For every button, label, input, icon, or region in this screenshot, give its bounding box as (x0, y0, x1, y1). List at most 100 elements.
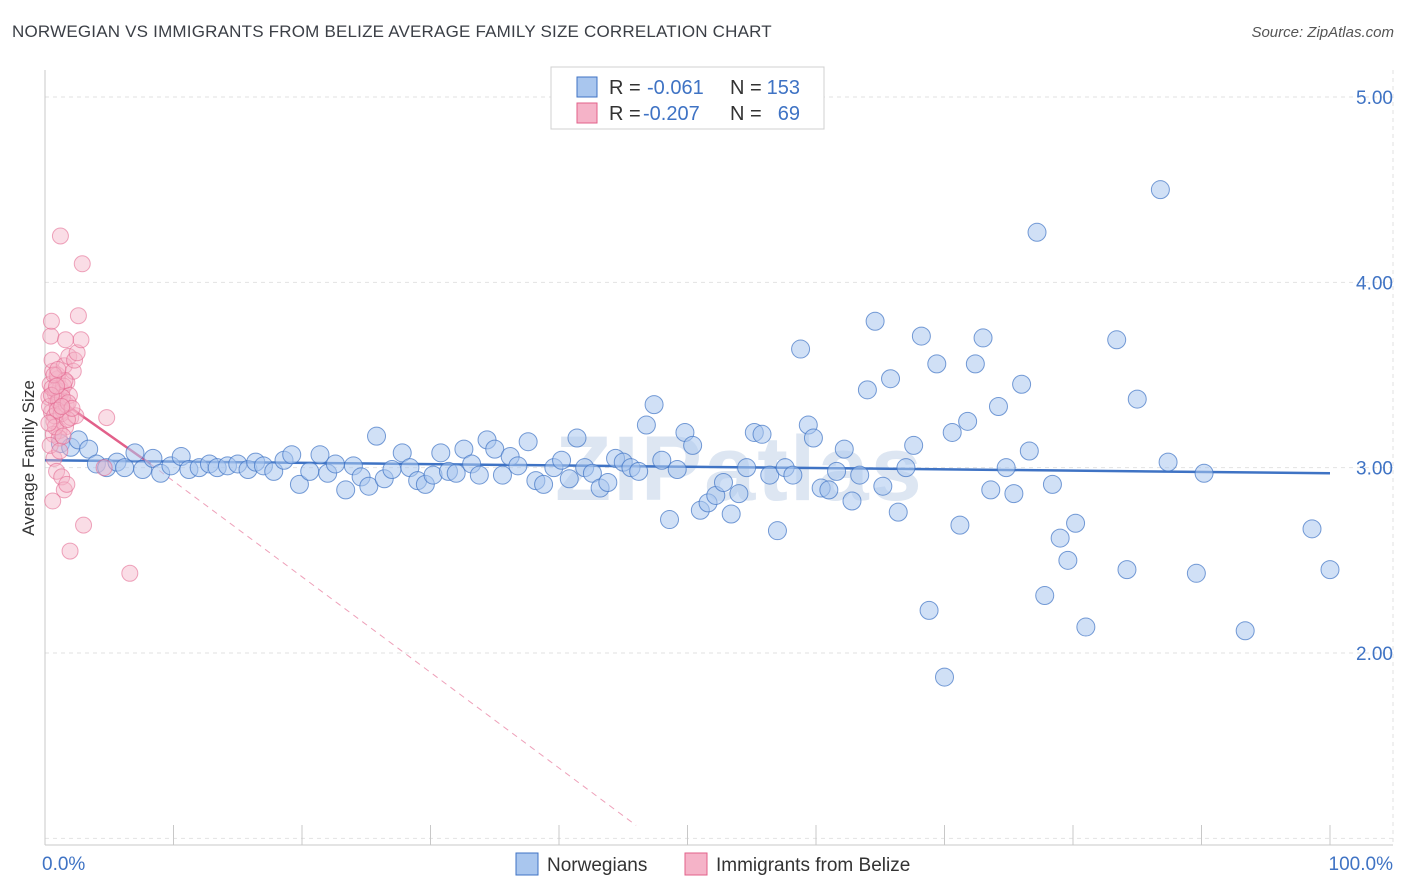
belize-point (58, 475, 76, 493)
belize-point (57, 331, 75, 349)
series-legend-swatch-norwegians (515, 852, 539, 876)
belize-point (49, 360, 67, 378)
belize-point (72, 331, 90, 349)
norwegians-point (1076, 617, 1096, 637)
norwegians-point (359, 476, 379, 496)
norwegians-point (552, 450, 572, 470)
norwegians-point (958, 411, 978, 431)
norwegians-point (1050, 528, 1070, 548)
legend-r-label-2: R = (609, 103, 641, 125)
norwegians-point (392, 443, 412, 463)
norwegians-point (950, 515, 970, 535)
belize-point (42, 327, 60, 345)
norwegians-point (888, 502, 908, 522)
norwegians-point (896, 458, 916, 478)
norwegians-point (559, 469, 579, 489)
norwegians-point (988, 397, 1008, 417)
norwegians-point (1042, 474, 1062, 494)
norwegians-point (1158, 452, 1178, 472)
norwegians-point (965, 354, 985, 374)
norwegians-point (942, 422, 962, 442)
norwegians-point (911, 326, 931, 346)
y-axis-label: Average Family Size (19, 380, 38, 536)
norwegians-point (1194, 463, 1214, 483)
x-tick-max: 100.0% (1329, 854, 1394, 875)
series-legend-label-belize: Immigrants from Belize (716, 855, 910, 876)
norwegians-point (1027, 222, 1047, 242)
norwegians-point (752, 424, 772, 444)
norwegians-point (660, 510, 680, 530)
belize-point (42, 312, 60, 330)
legend-n-value-2: 69 (778, 103, 800, 125)
norwegians-point (1035, 586, 1055, 606)
legend-r-value-1: -0.061 (647, 77, 704, 99)
norwegians-point (791, 339, 811, 359)
norwegians-point (534, 474, 554, 494)
norwegians-point (973, 328, 993, 348)
norwegians-point (446, 463, 466, 483)
norwegians-point (865, 311, 885, 331)
norwegians-point (927, 354, 947, 374)
y-tick-labels: 2.00 3.00 4.00 5.00 (1356, 88, 1393, 665)
norwegians-point (431, 443, 451, 463)
norwegians-point (729, 484, 749, 504)
belize-point (40, 414, 58, 432)
norwegians-point (1186, 563, 1206, 583)
norwegians-point (1066, 513, 1086, 533)
norwegians-point (1150, 180, 1170, 200)
norwegians-point (382, 460, 402, 480)
belize-point (41, 436, 59, 454)
norwegians-point (1012, 374, 1032, 394)
norwegians-point (469, 465, 489, 485)
norwegians-point (767, 521, 787, 541)
x-tick-min: 0.0% (42, 854, 85, 875)
norwegians-point (721, 504, 741, 524)
chart-source: Source: ZipAtlas.com (1251, 24, 1394, 41)
belize-point (61, 542, 79, 560)
norwegians-point (518, 432, 538, 452)
norwegians-point (873, 476, 893, 496)
norwegians-point (629, 461, 649, 481)
norwegians-point (1320, 560, 1340, 580)
norwegians-point (567, 428, 587, 448)
norwegians-point (1107, 330, 1127, 350)
norwegians-point (819, 480, 839, 500)
norwegians-point (125, 443, 145, 463)
norwegians-point (143, 448, 163, 468)
norwegians-point (713, 472, 733, 492)
norwegians-point (492, 465, 512, 485)
belize-point (69, 307, 87, 325)
norwegians-point (1019, 441, 1039, 461)
axes (44, 70, 1393, 846)
belize-point (48, 377, 66, 395)
belize-point (42, 386, 60, 404)
norwegians-point (850, 465, 870, 485)
legend-r-label-1: R = (609, 77, 641, 99)
norwegians-point (582, 463, 602, 483)
legend-swatch-blue (576, 76, 598, 98)
legend-n-label-2: N = (730, 103, 762, 125)
norwegians-point (935, 667, 954, 687)
y-tick-label: 2.00 (1356, 644, 1393, 665)
norwegians-point (904, 435, 924, 455)
series-legend: Norwegians Immigrants from Belize (515, 852, 910, 876)
norwegians-point (683, 435, 703, 455)
legend-n-value-1: 153 (767, 77, 800, 99)
norwegians-point (842, 491, 862, 511)
belize-point (44, 492, 62, 510)
norwegians-point (834, 439, 854, 459)
norwegians-point (325, 454, 345, 474)
belize-point (75, 516, 93, 534)
belize-point (95, 459, 113, 477)
norwegians-point (485, 439, 505, 459)
norwegians-point (652, 450, 672, 470)
y-tick-label: 3.00 (1356, 459, 1393, 480)
norwegians-point (336, 480, 356, 500)
data-points (40, 180, 1340, 687)
norwegians-point (289, 474, 309, 494)
norwegians-point (1302, 519, 1322, 539)
norwegians-point (737, 458, 757, 478)
norwegians-point (300, 461, 320, 481)
norwegians-point (760, 465, 780, 485)
norwegians-point (667, 460, 687, 480)
